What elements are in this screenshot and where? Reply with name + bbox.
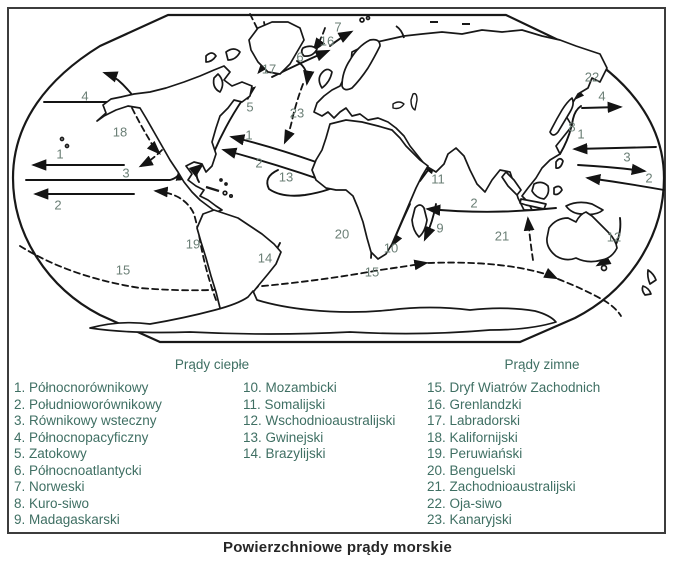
map-current-number: 12 bbox=[607, 229, 621, 244]
map-current-number: 3 bbox=[122, 165, 129, 180]
map-current-number: 8 bbox=[568, 119, 575, 134]
map-current-number: 21 bbox=[495, 228, 509, 243]
map-current-number: 5 bbox=[246, 99, 253, 114]
figure-caption: Powierzchniowe prądy morskie bbox=[222, 539, 452, 556]
cold-current-item: 23. Kanaryjski bbox=[427, 512, 512, 527]
map-current-number: 14 bbox=[258, 250, 272, 265]
warm-current-item: 9. Madagaskarski bbox=[14, 512, 120, 527]
map-current-number: 4 bbox=[598, 88, 605, 103]
warm-current-item: 10. Mozambicki bbox=[243, 380, 337, 395]
cold-current-item: 20. Benguelski bbox=[427, 462, 516, 478]
world-map: 4181325123176167213141915201191022115122… bbox=[11, 13, 666, 344]
map-current-number: 2 bbox=[470, 195, 477, 210]
cold-current-item: 17. Labradorski bbox=[427, 413, 521, 428]
map-current-number: 4 bbox=[81, 88, 88, 103]
warm-current-item: 5. Zatokowy bbox=[14, 446, 87, 461]
warm-current-item: 4. Północnopacyficzny bbox=[14, 429, 149, 445]
map-current-number: 7 bbox=[334, 19, 341, 34]
map-current-number: 22 bbox=[585, 69, 599, 84]
warm-currents-title: Prądy ciepłe bbox=[174, 357, 250, 372]
map-current-number: 9 bbox=[436, 220, 443, 235]
map-current-number: 10 bbox=[384, 240, 398, 255]
map-ocean-border bbox=[11, 13, 666, 344]
warm-current-item: 8. Kuro-siwo bbox=[14, 495, 90, 511]
cold-current-item: 19. Peruwiański bbox=[427, 446, 523, 461]
map-current-number: 6 bbox=[296, 49, 303, 64]
map-current-number: 15 bbox=[365, 264, 379, 279]
map-current-number: 19 bbox=[186, 236, 200, 251]
cold-current-item: 21. Zachodnioaustralijski bbox=[427, 479, 576, 494]
warm-current-item: 13. Gwinejski bbox=[243, 429, 324, 445]
cold-current-item: 22. Oja-siwo bbox=[427, 495, 503, 511]
map-current-number: 13 bbox=[279, 169, 293, 184]
continents bbox=[59, 15, 657, 335]
cold-currents-title: Prądy zimne bbox=[504, 357, 580, 372]
cold-current-item: 16. Grenlandzki bbox=[427, 396, 522, 412]
warm-current-item: 14. Brazylijski bbox=[243, 446, 326, 461]
cold-current-item: 15. Dryf Wiatrów Zachodnich bbox=[427, 380, 601, 395]
map-current-number: 18 bbox=[113, 124, 127, 139]
map-current-number: 20 bbox=[335, 226, 349, 241]
warm-current-item: 6. Północnoatlantycki bbox=[14, 462, 142, 478]
warm-current-item: 12. Wschodnioaustralijski bbox=[243, 413, 396, 428]
map-current-number: 11 bbox=[431, 171, 445, 186]
map-current-number: 2 bbox=[255, 155, 262, 170]
warm-current-item: 1. Północnorównikowy bbox=[14, 380, 149, 395]
warm-current-item: 3. Równikowy wsteczny bbox=[14, 413, 157, 428]
map-current-number: 2 bbox=[645, 170, 652, 185]
warm-currents-list-col2: 10. Mozambicki 11. Somalijski 12. Wschodni… bbox=[243, 380, 395, 463]
cold-currents-list: 15. Dryf Wiatrów Zachodnich 16. Grenlandz… bbox=[427, 380, 600, 529]
map-current-number: 17 bbox=[262, 61, 276, 76]
map-current-number: 15 bbox=[116, 262, 130, 277]
map-current-number: 1 bbox=[56, 146, 63, 161]
cold-current-item: 18. Kalifornijski bbox=[427, 429, 518, 445]
map-current-number: 23 bbox=[290, 105, 304, 120]
warm-current-item: 2. Południoworównikowy bbox=[14, 396, 162, 412]
map-current-number: 2 bbox=[54, 197, 61, 212]
warm-current-item: 11. Somalijski bbox=[243, 396, 326, 412]
map-current-number: 1 bbox=[577, 126, 584, 141]
map-current-number: 1 bbox=[245, 127, 252, 142]
map-current-number: 3 bbox=[623, 149, 630, 164]
map-number-labels: 4181325123176167213141915201191022115122… bbox=[54, 19, 652, 279]
map-current-number: 16 bbox=[320, 33, 334, 48]
warm-currents-list-col1: 1. Północnorównikowy 2. Południoworówniko… bbox=[14, 380, 162, 529]
warm-current-item: 7. Norweski bbox=[14, 479, 85, 494]
